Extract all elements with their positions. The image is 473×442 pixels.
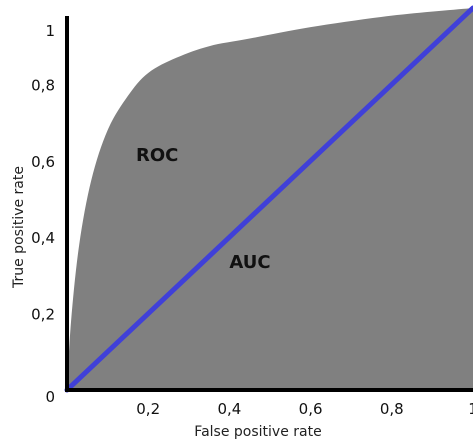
roc-label: ROC (136, 145, 178, 166)
y-tick-label: 0,4 (31, 229, 55, 247)
x-axis-title: False positive rate (194, 424, 321, 440)
diagonal-line (64, 5, 473, 393)
y-tick-labels: 0 0,2 0,4 0,6 0,8 1 (31, 22, 55, 406)
x-tick-label: 0,2 (136, 400, 160, 418)
y-tick-label: 0,2 (31, 306, 55, 324)
x-tick-label: 0,4 (217, 400, 241, 418)
y-axis-title: True positive rate (11, 166, 27, 289)
y-tick-label: 0,8 (31, 76, 55, 94)
y-tick-label: 0 (45, 388, 55, 406)
x-tick-label: 1 (468, 400, 473, 418)
auc-label: AUC (229, 252, 270, 273)
x-tick-labels: 0,2 0,4 0,6 0,8 1 (136, 400, 473, 418)
y-tick-label: 1 (45, 22, 55, 40)
x-tick-label: 0,8 (380, 400, 404, 418)
y-tick-label: 0,6 (31, 153, 55, 171)
x-tick-label: 0,6 (299, 400, 323, 418)
